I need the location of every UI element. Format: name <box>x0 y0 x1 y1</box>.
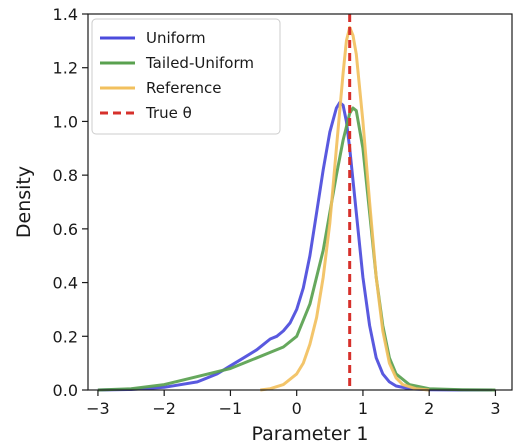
x-axis-label: Parameter 1 <box>252 423 369 443</box>
plot-area <box>97 14 496 392</box>
series-line-uniform <box>97 101 493 392</box>
y-tick-label: 0.8 <box>53 166 78 185</box>
x-tick-label: −3 <box>86 399 110 418</box>
y-tick-label: 1.2 <box>53 59 78 78</box>
y-tick-label: 1.0 <box>53 112 78 131</box>
legend-label: Tailed-Uniform <box>145 54 254 72</box>
series-line-reference <box>260 25 430 392</box>
legend-label: Uniform <box>146 29 206 47</box>
legend-box <box>91 18 281 135</box>
x-tick-label: −1 <box>219 399 243 418</box>
legend-label: Reference <box>146 79 222 97</box>
plot-frame <box>87 13 513 391</box>
x-tick-label: 1 <box>358 399 368 418</box>
x-tick-label: 2 <box>424 399 434 418</box>
x-tick-label: 0 <box>292 399 302 418</box>
y-tick-label: 0.2 <box>53 327 78 346</box>
legend: Uniform Tailed-Uniform Reference True θ <box>91 18 281 135</box>
axes: −3 −2 −1 0 1 2 3 0.0 0.2 0.4 0.6 0.8 1.0 1.2 1.4 Parame… <box>13 5 513 445</box>
y-axis-label: Density <box>13 166 35 238</box>
legend-label: True θ <box>145 104 192 122</box>
series-line-tailed-uniform <box>97 106 496 392</box>
y-tick-label: 0.4 <box>53 274 78 293</box>
x-tick-label: 3 <box>490 399 500 418</box>
x-tick-label: −2 <box>152 399 176 418</box>
y-tick-label: 1.4 <box>53 5 78 24</box>
y-tick-label: 0.6 <box>53 220 78 239</box>
y-tick-label: 0.0 <box>53 381 78 400</box>
